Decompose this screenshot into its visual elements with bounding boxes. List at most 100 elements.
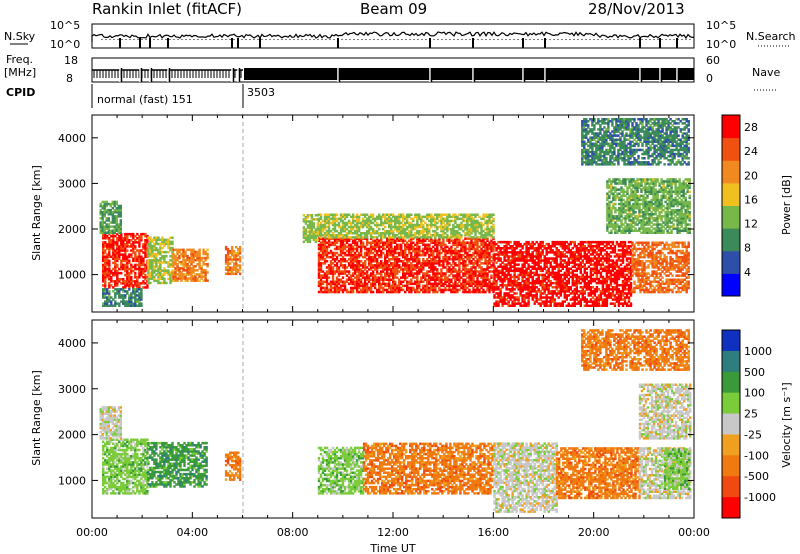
power-y-axis: 1000 2000 3000 4000: [58, 132, 694, 282]
velocity-region-8: [638, 383, 692, 440]
power-heatmap: [99, 118, 691, 307]
power-cbar-tick-5: 24: [744, 145, 758, 158]
time-axis-label: Time UT: [369, 542, 415, 554]
velocity-region-9: [99, 406, 122, 440]
velocity-cbar-tick-1: 500: [744, 366, 765, 379]
velocity-cbar-swatch-7: [722, 476, 740, 498]
power-colorbar-label: Power [dB]: [780, 175, 793, 235]
velocity-xtick-label-3: 12:00: [377, 526, 409, 539]
velocity-cbar-tick-2: 100: [744, 387, 765, 400]
power-cbar-tick-1: 8: [744, 242, 751, 255]
velocity-region-5: [493, 442, 558, 513]
power-cbar-swatch-2: [722, 228, 740, 252]
velocity-colorbar: 1000 500 100 25 -25 -100 -500 -1000: [721, 329, 776, 519]
velocity-ytick-label-1: 2000: [58, 429, 86, 442]
power-region-4: [224, 245, 242, 276]
power-cbar-tick-2: 12: [744, 218, 758, 231]
velocity-cbar-swatch-4: [722, 413, 740, 435]
power-cbar-tick-4: 20: [744, 169, 758, 182]
nave-tick-bottom: 0: [706, 72, 713, 85]
station-title: Rankin Inlet (fitACF): [92, 0, 242, 18]
power-region-9: [606, 178, 691, 234]
velocity-xtick-label-0: 00:00: [76, 526, 108, 539]
velocity-cbar-tick-6: -500: [744, 470, 769, 483]
power-cbar-swatch-3: [722, 205, 740, 229]
velocity-panel: 1000 2000 3000 4000 00:00 04:00 08:00 12:00 16:…: [58, 319, 710, 539]
power-colorbar: 4 8 12 16 20 24 28: [721, 114, 758, 297]
velocity-xtick-label-5: 20:00: [578, 526, 610, 539]
velocity-cbar-tick-5: -100: [744, 449, 769, 462]
velocity-xtick-label-1: 04:00: [176, 526, 208, 539]
velocity-x-axis: 00:00 04:00 08:00 12:00 16:00 20:00 00:00: [76, 320, 710, 539]
velocity-cbar-swatch-5: [722, 434, 740, 456]
power-ytick-label-1: 2000: [58, 223, 86, 236]
power-region-2: [172, 248, 209, 282]
power-region-5: [317, 237, 495, 294]
velocity-ytick-label-2: 3000: [58, 383, 86, 396]
power-x-axis: [91, 115, 695, 312]
power-cbar-swatch-0: [722, 273, 740, 297]
velocity-region-0: [102, 438, 149, 495]
velocity-cbar-swatch-3: [722, 392, 740, 415]
cpid-label: CPID: [6, 86, 35, 99]
velocity-cbar-tick-4: -25: [744, 428, 762, 441]
velocity-region-6: [556, 447, 641, 500]
freq-series: [92, 68, 694, 82]
power-cbar-tick-3: 16: [744, 193, 758, 206]
nsky-series: [91, 31, 695, 48]
freq-panel: [91, 57, 695, 83]
nsky-tick-bottom: 10^0: [50, 38, 80, 51]
velocity-xtick-label-2: 08:00: [277, 526, 309, 539]
power-ytick-label-0: 1000: [58, 269, 86, 282]
cpid-mode-3503: 3503: [247, 86, 275, 99]
nsearch-tick-bottom: 10^0: [706, 38, 736, 51]
power-cbar-tick-0: 4: [744, 266, 751, 279]
power-region-7: [631, 241, 690, 294]
velocity-cbar-swatch-8: [722, 497, 740, 519]
nave-tick-top: 60: [706, 54, 720, 67]
velocity-cbar-swatch-1: [722, 350, 740, 373]
nsky-panel: [91, 23, 695, 49]
velocity-cbar-tick-7: -1000: [744, 491, 776, 504]
velocity-ylabel: Slant Range [km]: [30, 370, 43, 466]
power-region-8: [317, 213, 495, 239]
velocity-region-3: [317, 446, 365, 495]
power-region-1: [147, 236, 174, 285]
power-cbar-swatch-1: [722, 250, 740, 274]
power-region-11: [302, 214, 320, 244]
freq-label: Freq.: [6, 53, 33, 66]
velocity-colorbar-label: Velocity [m s⁻¹]: [780, 382, 793, 467]
power-region-3: [102, 288, 143, 307]
nave-label: Nave: [752, 66, 780, 79]
velocity-region-1: [147, 441, 208, 488]
power-cbar-swatch-4: [722, 182, 740, 206]
freq-tick-top: 18: [64, 54, 78, 67]
power-ylabel: Slant Range [km]: [30, 165, 43, 261]
freq-tick-bottom: 8: [66, 72, 73, 85]
nsearch-dots: [101, 39, 695, 40]
cpid-mode-normal-fast: normal (fast) 151: [97, 93, 193, 106]
velocity-xtick-label-4: 16:00: [477, 526, 509, 539]
velocity-cbar-swatch-2: [722, 371, 740, 394]
nsky-label: N.Sky: [4, 30, 36, 43]
power-ytick-label-2: 3000: [58, 177, 86, 190]
velocity-region-2: [224, 451, 242, 481]
velocity-region-10: [581, 329, 690, 371]
beam-title: Beam 09: [360, 0, 427, 18]
power-region-6: [493, 240, 633, 307]
velocity-cbar-tick-0: 1000: [744, 345, 772, 358]
power-ytick-label-3: 4000: [58, 132, 86, 145]
power-cbar-swatch-7: [722, 115, 740, 139]
velocity-region-11: [663, 448, 691, 490]
nsky-tick-top: 10^5: [50, 19, 80, 32]
velocity-y-axis: 1000 2000 3000 4000: [58, 337, 694, 487]
date-title: 28/Nov/2013: [588, 0, 685, 18]
power-region-10: [581, 118, 690, 166]
velocity-ytick-label-3: 4000: [58, 337, 86, 350]
velocity-region-4: [362, 442, 494, 495]
velocity-cbar-swatch-0: [722, 330, 740, 352]
velocity-xtick-label-6: 00:00: [678, 526, 710, 539]
velocity-heatmap: [99, 329, 692, 513]
nave-block-mode2: [244, 68, 694, 80]
